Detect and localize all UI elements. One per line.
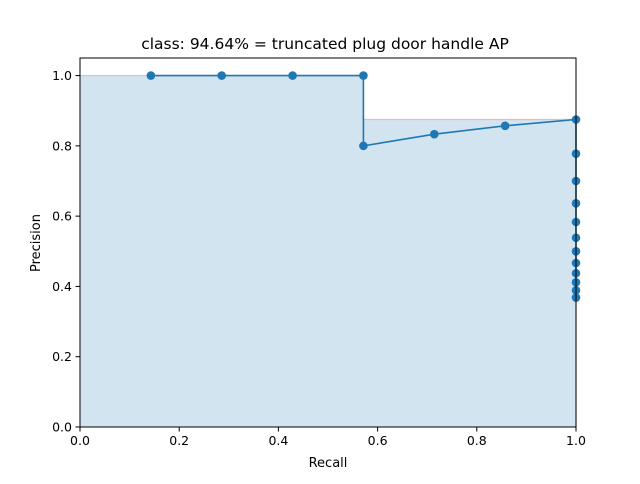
y-axis-label: Precision xyxy=(29,214,44,272)
x-axis-label: Recall xyxy=(309,456,348,471)
data-point xyxy=(500,121,510,131)
x-tick-label: 0.4 xyxy=(268,433,288,448)
x-tick-label: 1.0 xyxy=(566,433,586,448)
data-point xyxy=(429,129,439,139)
series-point-layer xyxy=(146,71,581,302)
data-point xyxy=(146,71,156,80)
area-fill-layer xyxy=(80,74,577,428)
data-point xyxy=(288,71,297,80)
x-tick-label: 0.0 xyxy=(70,433,90,448)
y-tick-label: 0.0 xyxy=(52,420,72,435)
x-tick-label: 0.8 xyxy=(467,433,487,448)
y-tick-label: 0.2 xyxy=(52,349,72,364)
data-point xyxy=(359,71,368,80)
x-tick-label: 0.2 xyxy=(169,433,189,448)
ap-area-fill xyxy=(80,75,576,428)
y-tick-label: 0.4 xyxy=(52,279,72,294)
y-tick-label: 0.8 xyxy=(52,138,72,153)
plot-frame xyxy=(79,57,577,428)
x-tick-label: 0.6 xyxy=(368,433,388,448)
y-tick-label: 1.0 xyxy=(52,68,72,83)
axes-layer: 0.0 0.2 0.4 0.6 0.8 1.0 0.0 0.2 0.4 0.6 0.8 1.0 xyxy=(52,57,586,448)
data-point xyxy=(217,71,227,80)
data-point xyxy=(359,141,368,151)
chart-title: class: 94.64% = truncated plug door hand… xyxy=(141,35,509,53)
y-tick-label: 0.6 xyxy=(52,209,72,224)
